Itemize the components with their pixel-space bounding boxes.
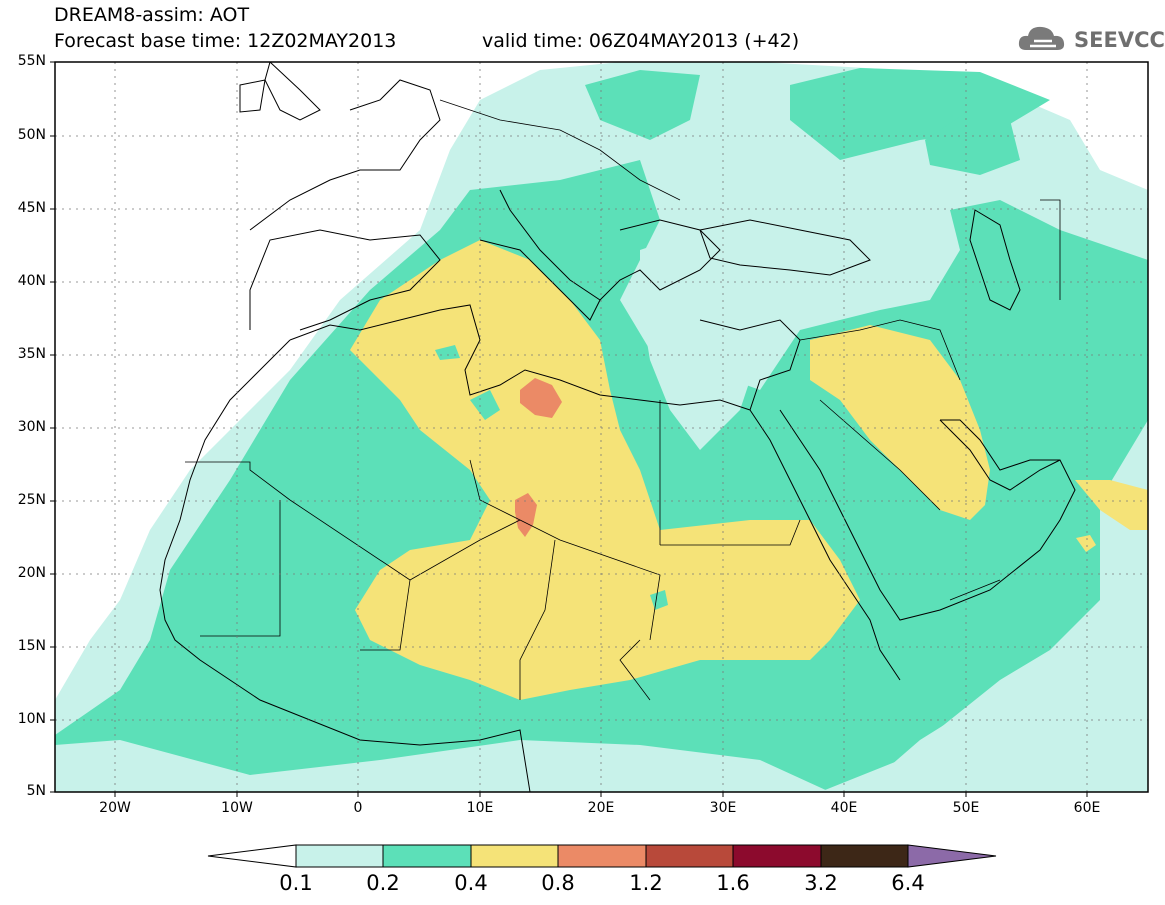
lon-label: 20E <box>587 800 615 816</box>
colorbar-label: 1.2 <box>629 871 663 895</box>
lon-label: 50E <box>952 800 980 816</box>
aot-field-0-2-north3 <box>925 110 1020 175</box>
colorbar-swatch <box>732 844 822 868</box>
aot-field-0-2-hole3 <box>650 590 668 610</box>
aot-field-0-2-hole2 <box>470 390 500 420</box>
colorbar-label: 0.1 <box>279 871 313 895</box>
coastline-iberia <box>249 229 441 331</box>
border-line <box>360 579 411 651</box>
coastline-europe-west <box>249 79 441 231</box>
aot-field-0-2-north2 <box>790 68 1050 160</box>
aot-field-0-4 <box>350 240 860 700</box>
colorbar-low-arrow <box>207 844 297 868</box>
lat-label: 25N <box>17 492 46 508</box>
lon-label: 20W <box>99 800 131 816</box>
lat-label: 20N <box>17 565 46 581</box>
coastline-britain <box>264 62 321 121</box>
colorbar-swatch <box>382 844 472 868</box>
border-line <box>819 399 941 511</box>
lon-label: 0 <box>353 800 363 816</box>
coastline-black-sea <box>699 219 871 276</box>
forecast-base-time: Forecast base time: 12Z02MAY2013 <box>54 30 397 52</box>
valid-time: valid time: 06Z04MAY2013 (+42) <box>482 30 800 52</box>
colorbar-label: 0.4 <box>454 871 488 895</box>
coastline-balkans <box>599 219 721 301</box>
colorbar-high-arrow <box>907 844 997 868</box>
lon-label: 30E <box>709 800 737 816</box>
gridlines <box>55 62 1148 792</box>
border-line <box>799 319 961 381</box>
border-line <box>519 539 556 700</box>
coastline-persian-gulf <box>939 419 1061 491</box>
aot-field-0-1-east <box>690 150 940 300</box>
colorbar-label: 3.2 <box>804 871 838 895</box>
lat-label: 45N <box>17 200 46 216</box>
border-line <box>200 500 281 637</box>
lat-label: 55N <box>17 53 46 69</box>
lon-label: 40E <box>830 800 858 816</box>
map-title: DREAM8-assim: AOT <box>54 4 250 26</box>
aot-field-0-8-a <box>520 378 562 418</box>
colorbar-swatch <box>557 844 647 868</box>
aot-field-0-4-oman <box>1075 480 1148 530</box>
lat-label: 5N <box>26 783 46 799</box>
lat-label: 50N <box>17 127 46 143</box>
coastline-ireland <box>239 79 266 113</box>
lon-label: 10E <box>466 800 494 816</box>
colorbar-label: 0.8 <box>541 871 575 895</box>
seevccc-logo: SEEVCCC <box>1016 20 1165 60</box>
border-line <box>1040 199 1061 300</box>
lon-label: 60E <box>1073 800 1101 816</box>
lat-label: 10N <box>17 711 46 727</box>
logo-text: SEEVCCC <box>1074 28 1165 52</box>
colorbar-swatch <box>645 844 734 868</box>
border-line <box>949 579 1001 601</box>
coastline-north-africa <box>289 304 751 411</box>
colorbar-label: 0.2 <box>366 871 400 895</box>
lat-label: 40N <box>17 273 46 289</box>
aot-field-0-4-arabia <box>810 325 990 520</box>
aot-field-0-1-horn <box>860 580 1148 792</box>
borders <box>185 99 1061 701</box>
cloud-icon <box>1018 26 1065 50</box>
coastline-africa <box>159 339 531 792</box>
aot-field-0-2-hole1 <box>435 345 460 360</box>
aot-field-0-4-spot <box>1076 535 1096 552</box>
aot-field-0-1-med <box>640 230 800 450</box>
border-line <box>660 519 801 546</box>
aot-field-0-2-north1 <box>585 70 700 140</box>
coastline-arabia <box>779 409 1076 621</box>
coastline-red-sea <box>749 409 901 681</box>
coastline-caspian <box>969 209 1021 311</box>
colorbar-swatch <box>295 844 384 868</box>
border-line <box>185 461 291 501</box>
lat-label: 30N <box>17 419 46 435</box>
colorbar <box>207 844 997 868</box>
axis-ticks <box>50 61 1088 797</box>
border-line <box>439 99 681 201</box>
lat-label: 15N <box>17 638 46 654</box>
colorbar-swatch <box>820 844 909 868</box>
aot-field-0-1-south <box>55 740 830 792</box>
border-line <box>619 639 651 701</box>
colorbar-label: 1.6 <box>716 871 750 895</box>
coastlines <box>159 62 1076 792</box>
border-line <box>469 459 521 521</box>
lon-label: 10W <box>221 800 253 816</box>
lat-label: 35N <box>17 346 46 362</box>
colorbar-swatch <box>470 844 559 868</box>
colorbar-label: 6.4 <box>891 871 925 895</box>
